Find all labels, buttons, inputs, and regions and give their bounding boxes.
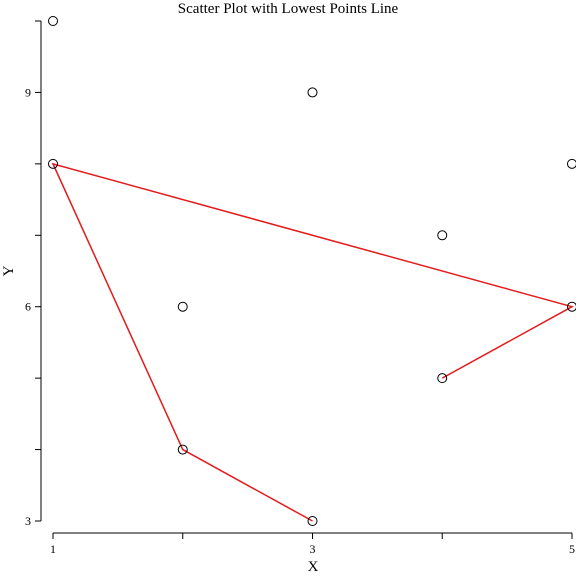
scatter-point bbox=[48, 158, 58, 169]
x-tick-label: 1 bbox=[50, 542, 56, 556]
scatter-point bbox=[307, 516, 318, 526]
scatter-point bbox=[437, 230, 448, 241]
y-tick-label: 3 bbox=[25, 514, 31, 528]
y-axis-ticks: 3 6 9 bbox=[25, 20, 41, 528]
scatter-point bbox=[437, 373, 448, 384]
lowest-points-line bbox=[51, 162, 574, 522]
y-tick-label: 6 bbox=[25, 300, 31, 314]
scatter-point bbox=[177, 444, 188, 455]
y-tick-label: 9 bbox=[25, 85, 31, 99]
x-tick-label: 3 bbox=[310, 542, 316, 556]
scatter-point bbox=[177, 301, 188, 312]
x-axis-ticks: 1 3 5 bbox=[50, 533, 575, 556]
lowest-points-polyline bbox=[51, 162, 574, 522]
scatter-point bbox=[307, 87, 318, 98]
scatter-point bbox=[567, 301, 576, 312]
scatter-points bbox=[48, 16, 576, 526]
y-axis-label: Y bbox=[1, 265, 17, 276]
scatter-point bbox=[567, 158, 576, 169]
scatter-point bbox=[48, 16, 58, 26]
chart-title: Scatter Plot with Lowest Points Line bbox=[178, 1, 399, 17]
x-tick-label: 5 bbox=[569, 542, 575, 556]
x-axis-label: X bbox=[308, 559, 319, 575]
